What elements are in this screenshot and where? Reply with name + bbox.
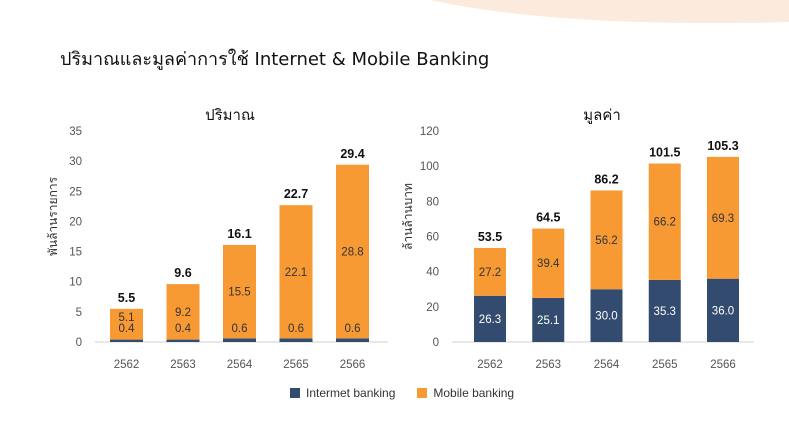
panel1-y-tick-label: 30	[69, 156, 82, 168]
panel2-total-label: 64.5	[536, 211, 560, 225]
panel1-data-label-mobile: 15.5	[228, 287, 250, 299]
legend-item-mobile: Mobile banking	[417, 386, 514, 400]
panel2-x-tick-label: 2563	[535, 359, 561, 371]
panel1-bar-internet	[110, 339, 143, 342]
panel2-bar-internet	[590, 289, 623, 342]
legend-swatch-internet	[290, 388, 300, 398]
panel2-data-label-internet: 30.0	[595, 311, 617, 323]
panel2-data-label-mobile: 27.2	[479, 267, 501, 279]
panel2-data-label-mobile: 39.4	[537, 258, 560, 270]
panel1-data-label-mobile: 5.1	[119, 312, 135, 324]
panel2-data-label-mobile: 69.3	[712, 213, 734, 225]
panel1-bar-internet	[336, 338, 369, 342]
panel1-x-tick-label: 2564	[227, 359, 253, 371]
panel1-bar-mobile	[279, 205, 313, 339]
panel2-total-label: 105.3	[707, 139, 738, 153]
panel2-x-tick-label: 2562	[477, 359, 503, 371]
panel1-data-label-internet: 0.6	[288, 323, 304, 335]
panel1-total-label: 9.6	[174, 266, 191, 280]
panel2-y-tick-label: 40	[426, 267, 439, 279]
panel2-x-tick-label: 2564	[594, 359, 620, 371]
panel2-y-tick-label: 60	[426, 232, 439, 244]
panel2-data-label-internet: 36.0	[712, 305, 734, 317]
legend-label-mobile: Mobile banking	[433, 386, 515, 400]
panel1-y-tick-label: 10	[69, 277, 82, 289]
panel2-data-label-mobile: 56.2	[595, 235, 617, 247]
panel2-total-label: 86.2	[594, 172, 618, 186]
panel2-bar-mobile	[648, 163, 681, 280]
panel1-bar-mobile	[110, 308, 143, 340]
panel1-data-label-mobile: 28.8	[341, 247, 363, 259]
decorative-background-curve	[430, 0, 789, 24]
panel2-data-label-internet: 35.3	[654, 306, 676, 318]
panel1-total-label: 16.1	[227, 227, 251, 241]
panel2-y-tick-label: 0	[433, 337, 439, 349]
panel2-bar-mobile	[532, 228, 565, 298]
panel2-bar-internet	[707, 278, 739, 342]
charts-canvas: ปริมาณพันล้านรายการ051015202530355.10.45…	[46, 106, 754, 371]
panel1-data-label-internet: 0.4	[175, 323, 192, 335]
panel1-x-tick-label: 2563	[170, 359, 196, 371]
panel2-bar-internet	[648, 279, 681, 342]
panel1-y-tick-label: 20	[69, 216, 82, 228]
panel2-bar-internet	[474, 295, 506, 342]
panel1-y-tick-label: 15	[69, 247, 82, 259]
page-title: ปริมาณและมูลค่าการใช้ Internet & Mobile …	[60, 49, 490, 70]
panel2-data-label-mobile: 66.2	[654, 217, 676, 229]
panel1-data-label-internet: 0.6	[232, 323, 248, 335]
panel2-total-label: 53.5	[478, 230, 502, 244]
panel1-data-label-mobile: 9.2	[175, 307, 191, 319]
panel1-x-tick-label: 2565	[283, 359, 309, 371]
panel2-bar-mobile	[590, 190, 623, 290]
panel1-bar-mobile	[223, 244, 256, 339]
panel1-data-label-internet: 0.4	[119, 323, 136, 335]
panel2-x-tick-label: 2565	[652, 359, 678, 371]
panel2-title: มูลค่า	[583, 106, 621, 124]
panel2-data-label-internet: 26.3	[479, 314, 501, 326]
panel1-y-axis-label: พันล้านรายการ	[46, 176, 60, 256]
panel1-y-tick-label: 5	[76, 307, 82, 319]
legend-item-internet: Intermet banking	[290, 386, 395, 400]
panel2-bar-mobile	[474, 247, 506, 296]
panel1-y-tick-label: 25	[69, 186, 82, 198]
legend-swatch-mobile	[417, 388, 428, 398]
panel2-y-tick-label: 100	[420, 161, 439, 173]
panel2-bar-mobile	[707, 156, 739, 279]
panel1-bar-mobile	[166, 284, 200, 340]
panel1-total-label: 5.5	[118, 291, 135, 305]
panel1-x-tick-label: 2566	[340, 359, 366, 371]
panel1-x-tick-label: 2562	[114, 359, 140, 371]
panel1-bar-internet	[223, 338, 256, 342]
panel2-total-label: 101.5	[649, 146, 680, 160]
panel1-y-tick-label: 0	[76, 337, 82, 349]
panel1-title: ปริมาณ	[205, 106, 255, 124]
panel2-bar-internet	[532, 297, 565, 342]
panel1-bar-internet	[279, 338, 313, 342]
panel2-y-tick-label: 20	[426, 302, 439, 314]
panel1-data-label-internet: 0.6	[345, 323, 361, 335]
legend-label-internet: Intermet banking	[306, 386, 396, 400]
panel1-total-label: 22.7	[284, 187, 308, 201]
panel1-bar-internet	[166, 339, 200, 342]
panel2-y-tick-label: 120	[420, 126, 439, 138]
legend: Intermet banking Mobile banking	[290, 386, 514, 400]
panel1-y-tick-label: 35	[69, 126, 82, 138]
panel2-x-tick-label: 2566	[710, 359, 736, 371]
panel2-data-label-internet: 25.1	[537, 315, 559, 327]
panel1-bar-mobile	[336, 164, 369, 339]
panel2-y-axis-label: ล้านล้านบาท	[401, 183, 415, 250]
panel1-total-label: 29.4	[340, 147, 364, 161]
panel1-data-label-mobile: 22.1	[285, 267, 307, 279]
panel2-y-tick-label: 80	[426, 196, 439, 208]
